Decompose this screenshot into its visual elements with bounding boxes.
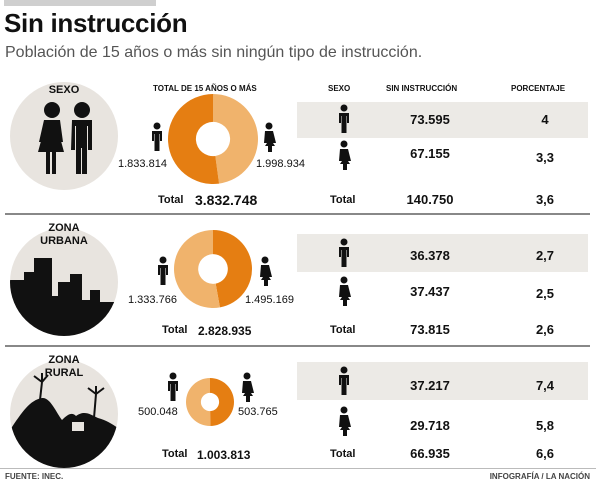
rural-table-total-label: Total bbox=[330, 448, 356, 460]
header-porcentaje: PORCENTAJE bbox=[511, 84, 566, 93]
section-title-sexo: SEXO bbox=[48, 84, 80, 96]
donut-rural bbox=[185, 378, 234, 426]
section-title-rural: ZONA RURAL bbox=[44, 354, 84, 379]
urbana-total-label: Total bbox=[162, 324, 188, 336]
sexo-total-value: 3.832.748 bbox=[195, 192, 258, 208]
sexo-circle bbox=[10, 82, 118, 190]
sexo-row2-pct: 3,3 bbox=[535, 150, 555, 165]
rural-circle bbox=[10, 360, 118, 468]
urbana-female-total: 1.495.169 bbox=[245, 294, 294, 306]
header-sin-instruccion: SIN INSTRUCCIÓN bbox=[386, 84, 458, 93]
urbana-total-sin: 73.815 bbox=[410, 322, 450, 337]
male-icon bbox=[152, 122, 162, 151]
donut-slice-male bbox=[213, 230, 253, 308]
donut-slice-male bbox=[210, 378, 234, 426]
header-total-15: TOTAL DE 15 AÑOS O MÁS bbox=[153, 84, 257, 93]
city-skyline-icon bbox=[10, 258, 118, 336]
female-icon bbox=[242, 372, 254, 402]
donut-urbana bbox=[174, 230, 253, 308]
urbana-male-total: 1.333.766 bbox=[128, 294, 177, 306]
page-title: Sin instrucción bbox=[4, 8, 188, 38]
sexo-total-label: Total bbox=[158, 194, 184, 206]
rural-total-sin: 66.935 bbox=[410, 446, 450, 461]
rural-row2-pct: 5,8 bbox=[535, 418, 555, 433]
rural-female-total: 503.765 bbox=[238, 406, 278, 418]
rural-landscape-icon bbox=[10, 373, 118, 468]
male-icon bbox=[339, 366, 349, 395]
donut-slice-female bbox=[185, 378, 211, 426]
urbana-row1-pct: 2,7 bbox=[535, 248, 555, 263]
rural-total-value: 1.003.813 bbox=[197, 448, 251, 462]
female-icon bbox=[339, 140, 351, 170]
couple-icon bbox=[38, 102, 92, 174]
rural-row1-sin: 37.217 bbox=[410, 378, 450, 393]
urbana-circle bbox=[10, 228, 118, 336]
donut-sexo bbox=[168, 94, 258, 184]
male-icon bbox=[339, 238, 349, 267]
footer-source: FUENTE: INEC. bbox=[5, 472, 64, 481]
sexo-row1-pct: 4 bbox=[541, 112, 549, 127]
urbana-total-pct: 2,6 bbox=[535, 322, 555, 337]
section-divider bbox=[5, 213, 590, 215]
footer-credit: INFOGRAFÍA / LA NACIÓN bbox=[489, 472, 590, 481]
header-sexo: SEXO bbox=[328, 84, 351, 93]
donut-slice-female bbox=[213, 94, 258, 184]
rural-male-total: 500.048 bbox=[138, 406, 178, 418]
urbana-row1-sin: 36.378 bbox=[410, 248, 450, 263]
footer-rule bbox=[0, 468, 596, 469]
female-icon bbox=[339, 276, 351, 306]
urbana-row2-pct: 2,5 bbox=[535, 286, 555, 301]
section-divider bbox=[5, 345, 590, 347]
female-icon bbox=[264, 122, 276, 152]
female-icon bbox=[260, 256, 272, 286]
donut-slice-female bbox=[174, 230, 220, 308]
urbana-table-total-label: Total bbox=[330, 324, 356, 336]
sexo-row1-sin: 73.595 bbox=[410, 112, 450, 127]
rural-row1-pct: 7,4 bbox=[535, 378, 555, 393]
female-icon bbox=[339, 406, 351, 436]
top-accent-bar bbox=[4, 0, 156, 6]
sexo-row2-sin: 67.155 bbox=[410, 146, 450, 161]
rural-total-label: Total bbox=[162, 448, 188, 460]
male-icon bbox=[339, 104, 349, 133]
section-title-urbana: ZONA URBANA bbox=[40, 222, 88, 247]
male-icon bbox=[158, 256, 168, 285]
sexo-total-pct: 3,6 bbox=[535, 192, 555, 207]
sexo-female-total: 1.833.814 bbox=[118, 158, 167, 170]
urbana-row2-sin: 37.437 bbox=[410, 284, 450, 299]
rural-total-pct: 6,6 bbox=[535, 446, 555, 461]
rural-row2-sin: 29.718 bbox=[410, 418, 450, 433]
donut-slice-male bbox=[168, 94, 220, 184]
page-subtitle: Población de 15 años o más sin ningún ti… bbox=[5, 44, 423, 61]
male-icon bbox=[168, 372, 178, 401]
sexo-total-sin: 140.750 bbox=[406, 192, 454, 207]
sexo-male-total: 1.998.934 bbox=[256, 158, 305, 170]
urbana-total-value: 2.828.935 bbox=[198, 324, 252, 338]
sexo-table-total-label: Total bbox=[330, 194, 356, 206]
